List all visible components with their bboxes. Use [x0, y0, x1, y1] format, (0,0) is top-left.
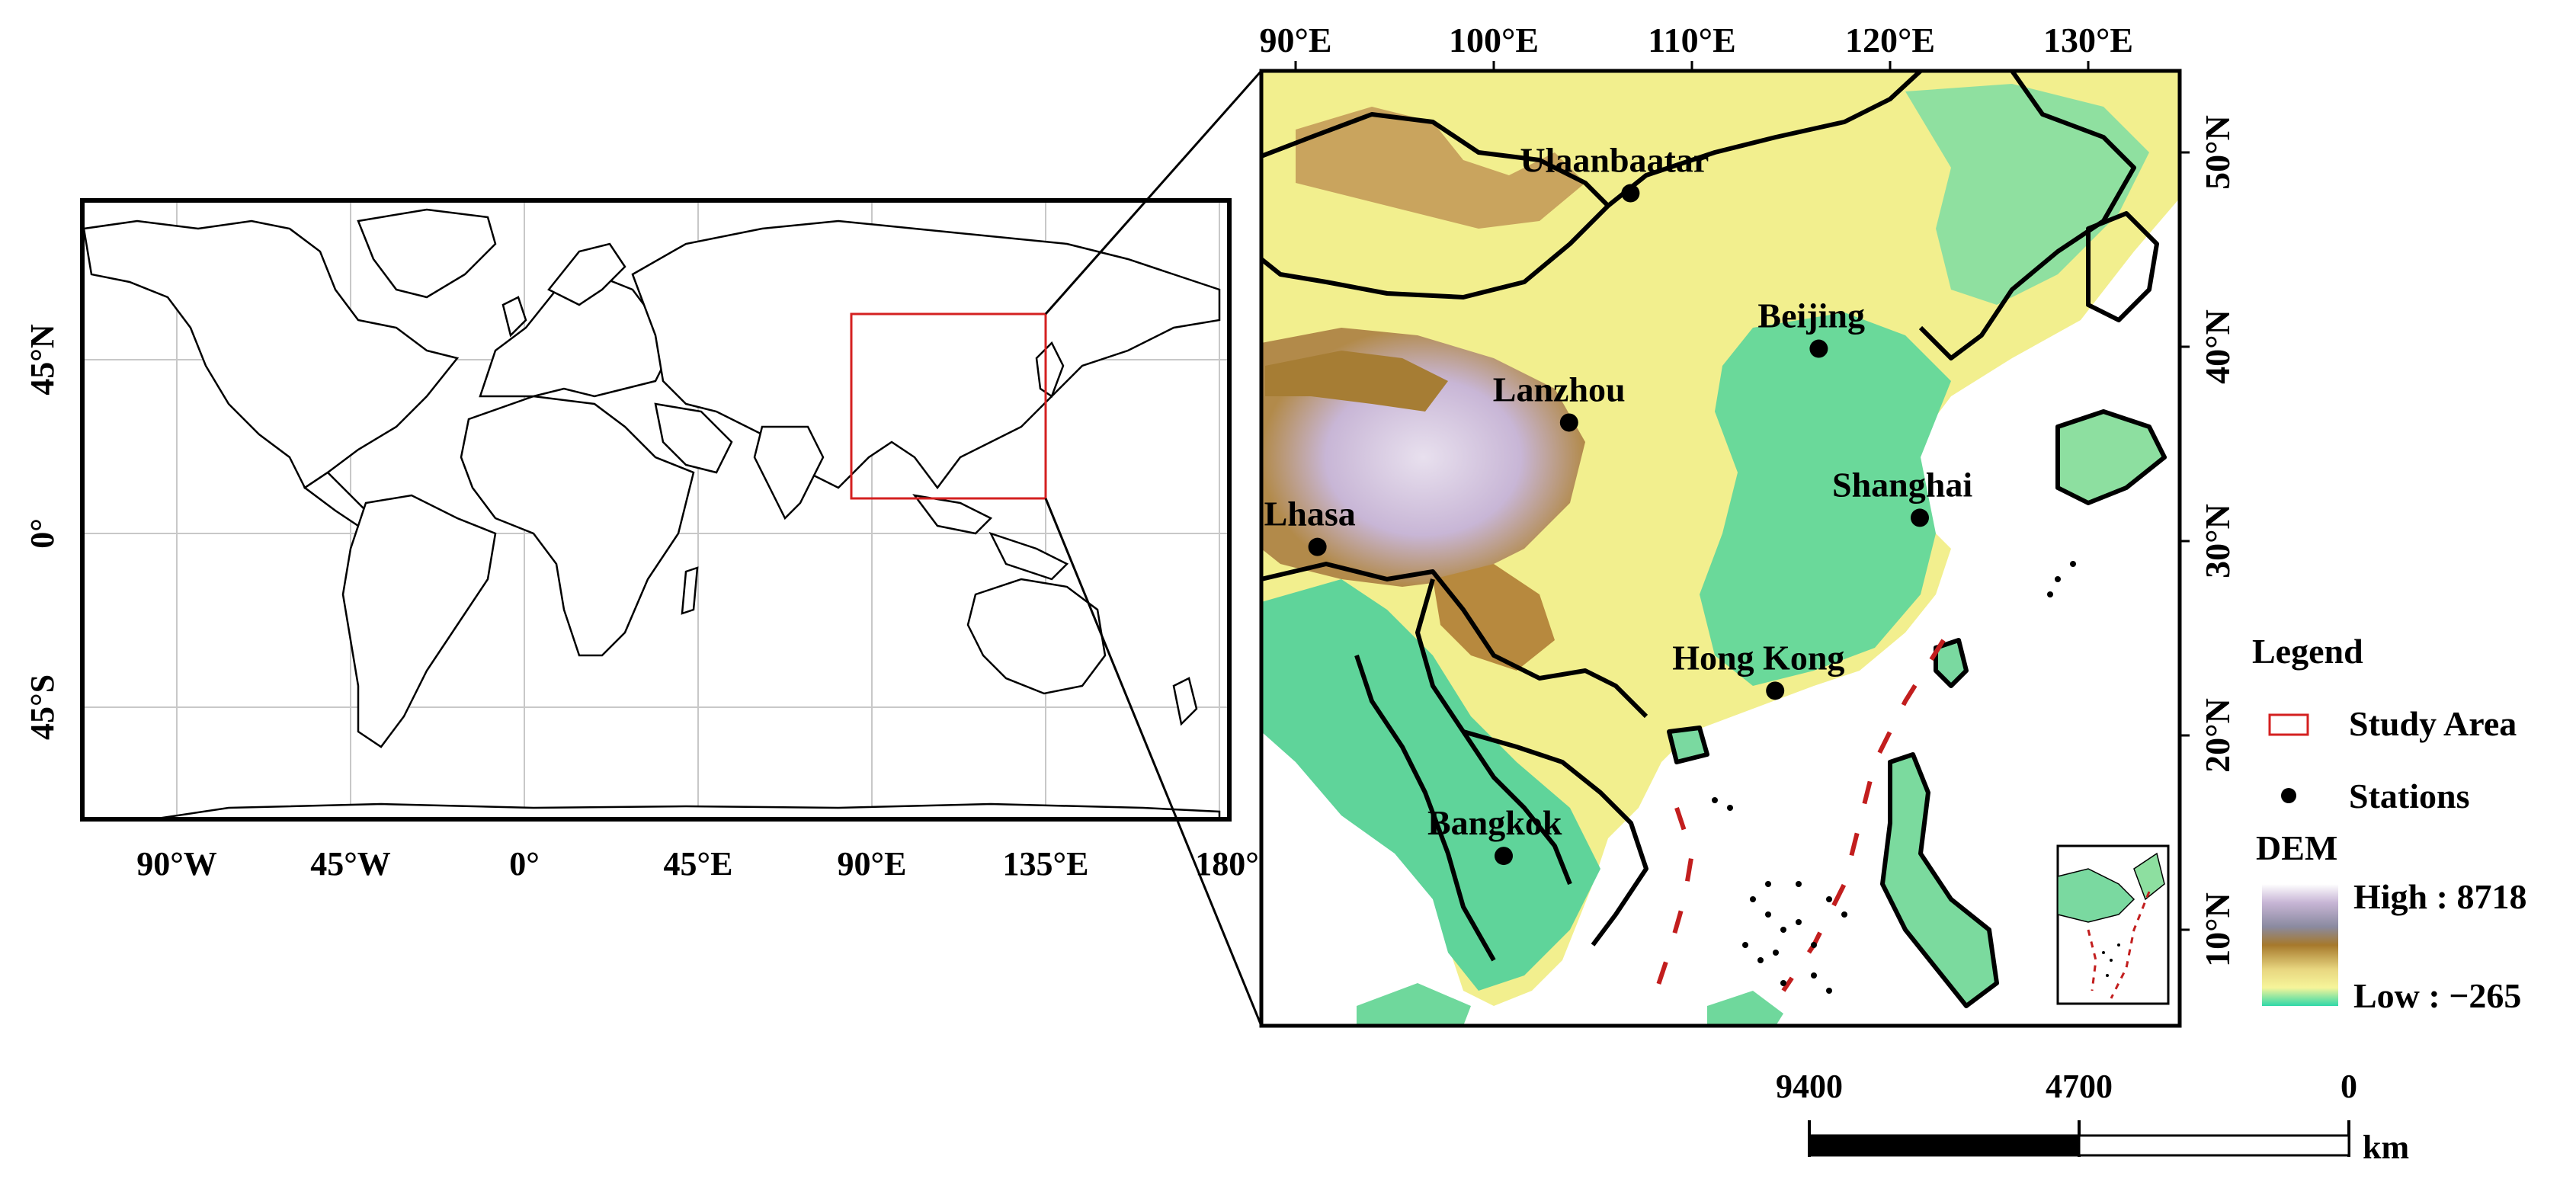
- station-marker: [1308, 537, 1327, 556]
- station-label: Shanghai: [1832, 465, 1972, 504]
- detail-lat-label: 50°N: [2198, 115, 2237, 190]
- station-label: Beijing: [1757, 296, 1865, 335]
- legend-study-area: Study Area: [2349, 704, 2517, 743]
- detail-map: [1259, 61, 2190, 1028]
- world-lon-label: 45°W: [310, 845, 391, 882]
- station-marker: [1559, 413, 1578, 432]
- south-china-sea-inset: [2056, 844, 2170, 1005]
- study-area-box: [850, 312, 1047, 500]
- study-area-swatch: [2268, 713, 2309, 736]
- detail-lat-label: 40°N: [2198, 309, 2237, 384]
- detail-lat-label: 10°N: [2198, 892, 2237, 967]
- legend-dem-high: High : 8718: [2353, 877, 2526, 916]
- detail-lat-label: 30°N: [2198, 504, 2237, 578]
- scale-segment-white: [2078, 1134, 2350, 1157]
- world-lon-label: 180°: [1195, 845, 1259, 882]
- scale-label: 9400: [1776, 1068, 1843, 1105]
- detail-lon-label: 120°E: [1845, 21, 1935, 59]
- station-swatch: [2281, 788, 2296, 803]
- legend-stations: Stations: [2349, 777, 2469, 815]
- dem-color-ramp: [2262, 884, 2338, 1006]
- world-lat-labels: 45°N 0° 45°S: [24, 324, 61, 740]
- world-lon-label: 135°E: [1003, 845, 1089, 882]
- detail-lat-labels: 50°N 40°N 30°N 20°N 10°N: [2198, 115, 2237, 967]
- scale-label: 0: [2341, 1068, 2357, 1105]
- station-marker: [1809, 339, 1828, 358]
- legend: Legend Study Area Stations DEM High : 87…: [2252, 632, 2526, 1015]
- legend-title: Legend: [2252, 632, 2363, 671]
- station-marker: [1766, 681, 1785, 700]
- world-lat-label: 0°: [24, 518, 61, 549]
- detail-lon-labels: 90°E 100°E 110°E 120°E 130°E: [1259, 21, 2133, 59]
- detail-lon-label: 130°E: [2043, 21, 2133, 59]
- scale-segment-black: [1808, 1134, 2081, 1157]
- station-label: Lanzhou: [1493, 370, 1626, 408]
- detail-lon-label: 110°E: [1648, 21, 1736, 59]
- world-continents: [82, 208, 1221, 821]
- scale-unit: km: [2363, 1129, 2409, 1166]
- station-marker: [1621, 184, 1640, 203]
- station-label: Ulaanbaatar: [1520, 141, 1709, 180]
- station-label: Lhasa: [1264, 495, 1356, 533]
- zoom-connectors: [1044, 70, 1263, 1027]
- world-lon-labels: 90°W 45°W 0° 45°E 90°E 135°E 180°: [136, 845, 1259, 882]
- legend-dem-low: Low : −265: [2353, 976, 2521, 1015]
- world-lon-label: 45°E: [664, 845, 733, 882]
- world-map: [80, 198, 1232, 822]
- world-lat-label: 45°N: [24, 324, 61, 396]
- station-label: Bangkok: [1427, 803, 1562, 842]
- dem-terrain: [1261, 71, 2180, 1026]
- station-label: Hong Kong: [1672, 638, 1844, 677]
- world-lon-label: 90°E: [838, 845, 907, 882]
- scale-bar: 9400 4700 0 km: [1776, 1068, 2409, 1166]
- detail-lon-label: 100°E: [1449, 21, 1539, 59]
- legend-dem-title: DEM: [2256, 828, 2337, 867]
- station-marker: [1495, 847, 1513, 866]
- scattered-islands: [1712, 561, 2076, 994]
- detail-lon-label: 90°E: [1259, 21, 1331, 59]
- stations-layer: Ulaanbaatar Beijing Lanzhou Shanghai Lhasa Ho…: [1264, 141, 1972, 866]
- scale-label: 4700: [2046, 1068, 2113, 1105]
- world-lon-label: 90°W: [136, 845, 217, 882]
- world-lon-label: 0°: [509, 845, 540, 882]
- world-lat-label: 45°S: [24, 674, 61, 740]
- station-marker: [1911, 508, 1929, 527]
- detail-lat-label: 20°N: [2198, 698, 2237, 773]
